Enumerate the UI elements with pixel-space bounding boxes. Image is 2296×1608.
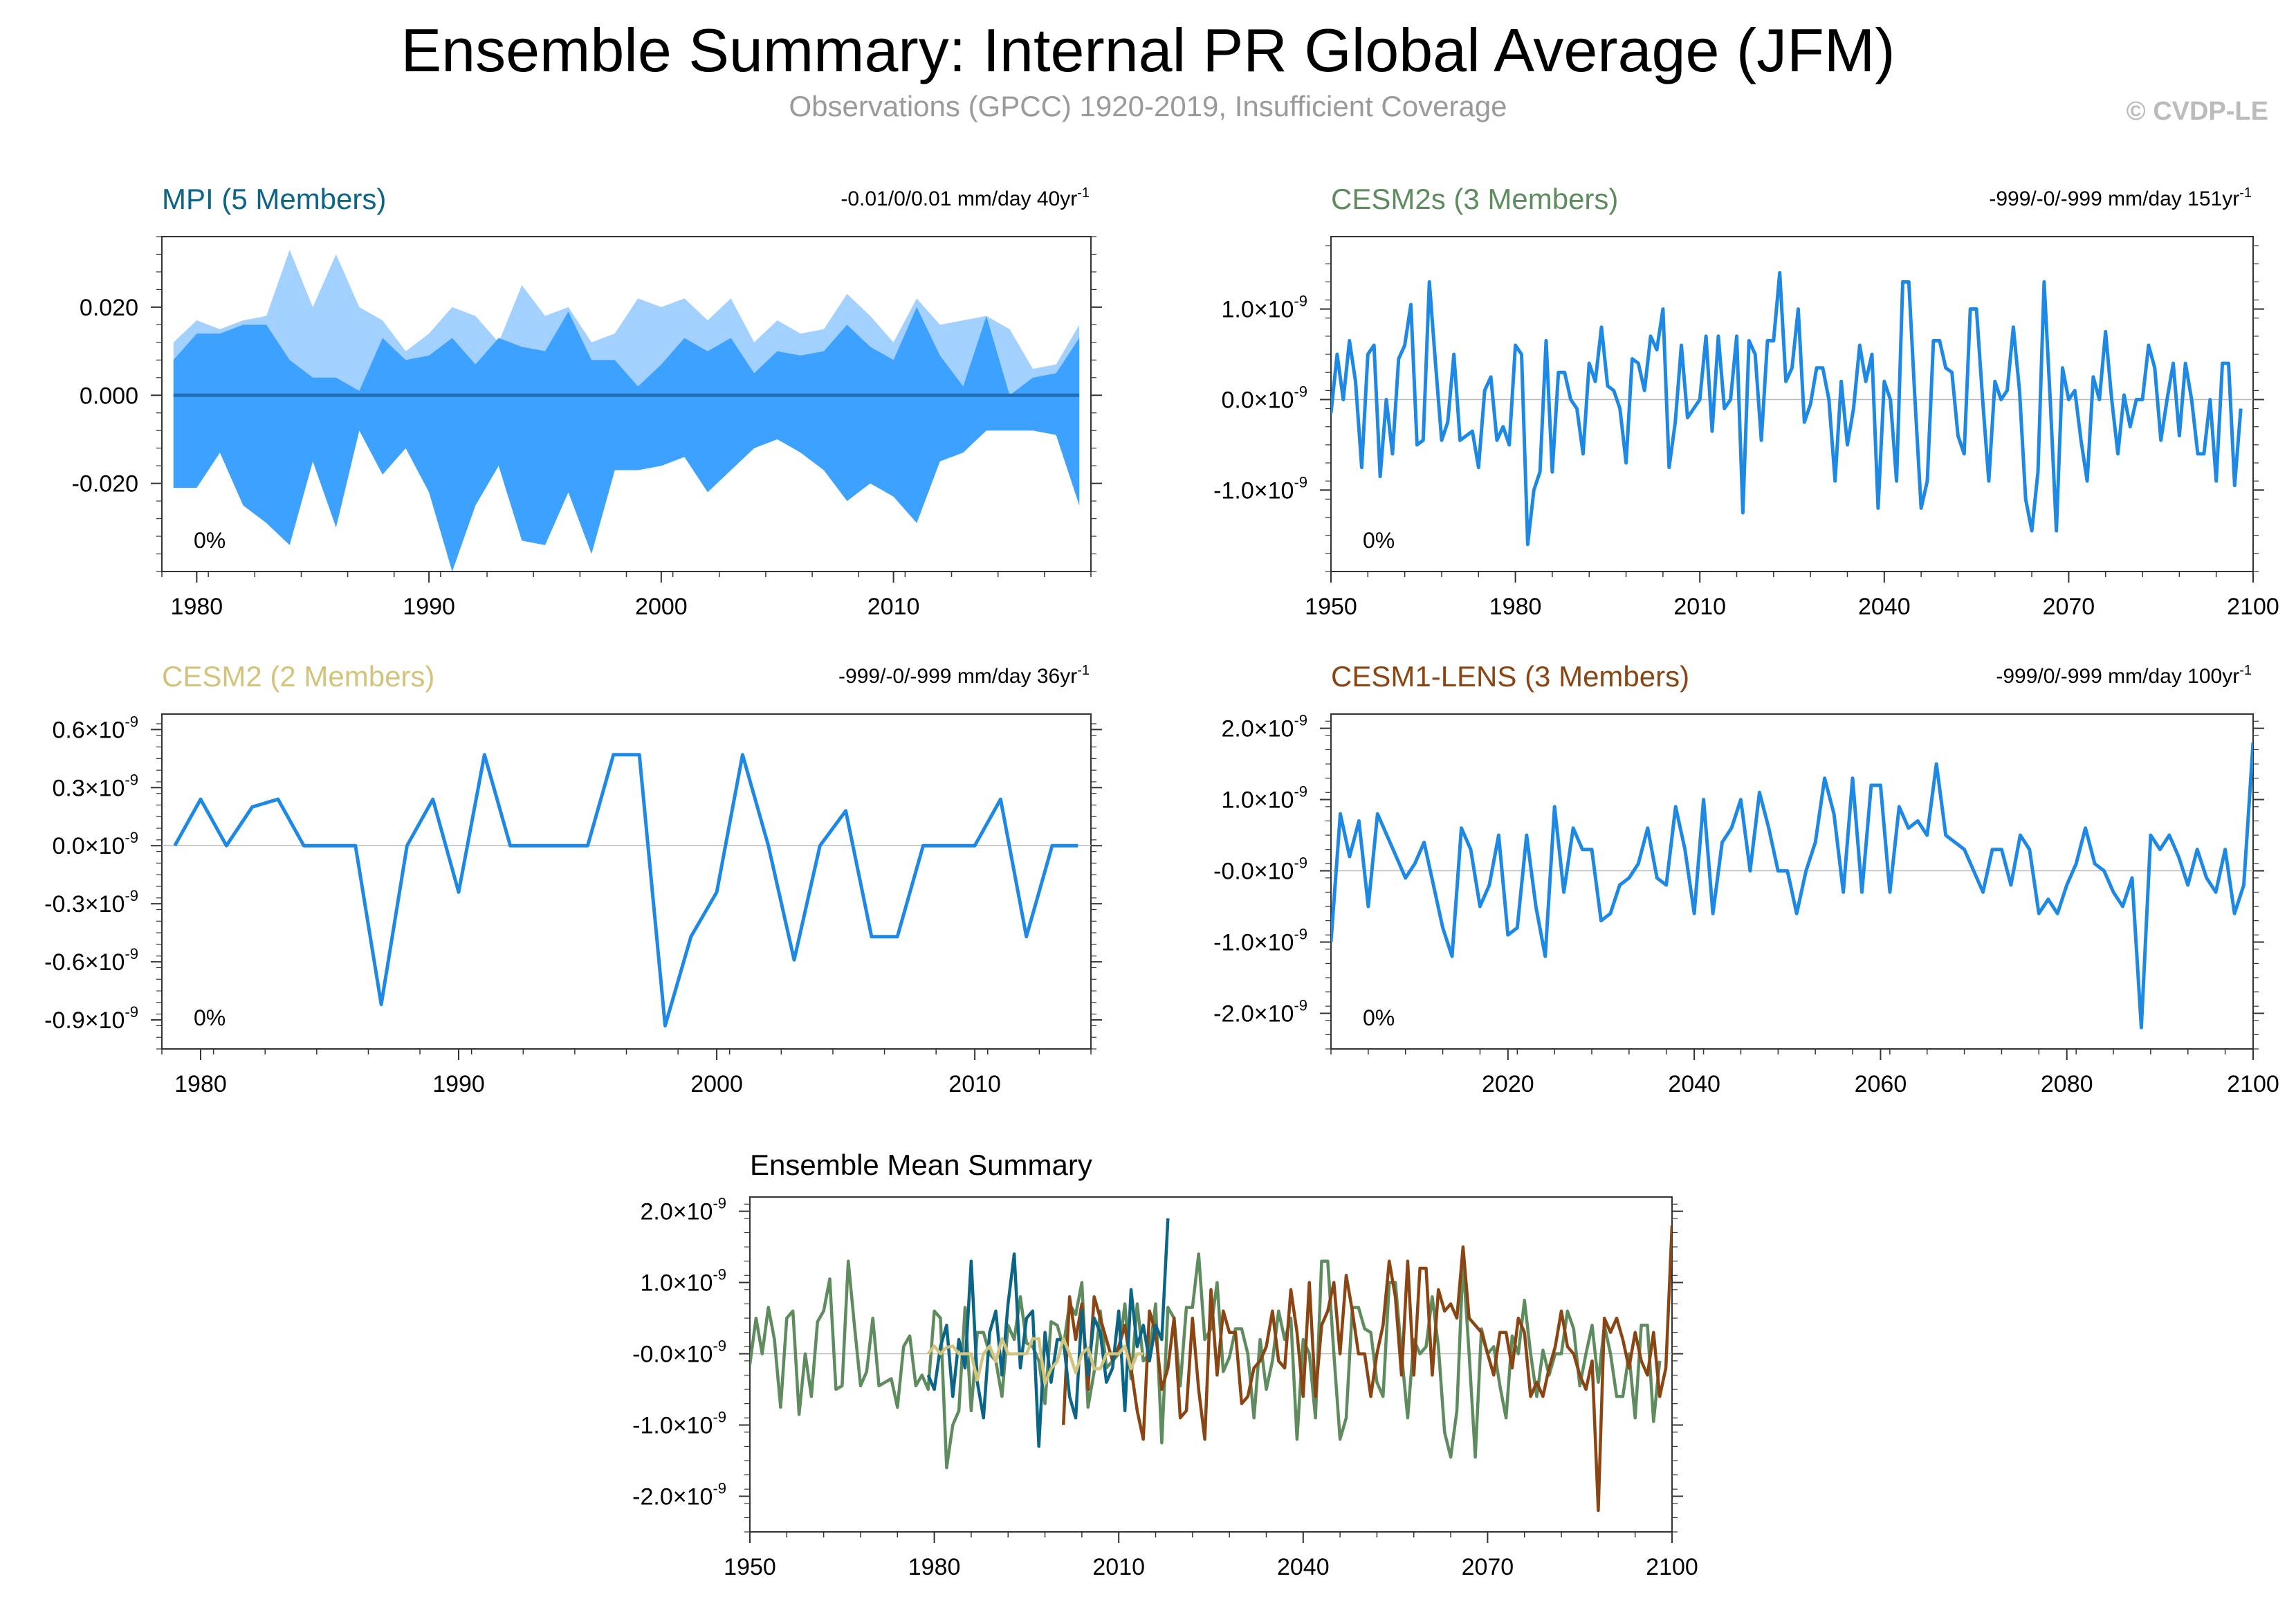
series-line-mpi xyxy=(926,1218,1170,1448)
x-tick-label: 2010 xyxy=(867,594,920,620)
x-tick-label: 2070 xyxy=(2043,594,2095,620)
y-tick-label: 2.0×10-9 xyxy=(640,1195,726,1225)
main-title: Ensemble Summary: Internal PR Global Ave… xyxy=(401,16,1895,84)
x-tick-label: 2100 xyxy=(2227,1071,2279,1097)
x-tick-label: 2000 xyxy=(690,1071,743,1097)
x-tick-label: 1990 xyxy=(432,1071,485,1097)
y-tick-label: 0.3×10-9 xyxy=(52,771,138,801)
x-tick-label: 2080 xyxy=(2041,1071,2093,1097)
x-tick-label: 2040 xyxy=(1858,594,1911,620)
panel-stat: -0.01/0/0.01 mm/day 40yr-1 xyxy=(841,185,1090,210)
y-tick-label: -2.0×10-9 xyxy=(632,1480,726,1510)
y-tick-label: 0.0×10-9 xyxy=(52,829,138,859)
y-tick-label: 2.0×10-9 xyxy=(1221,712,1307,742)
x-tick-label: 1980 xyxy=(171,594,223,620)
y-tick-label: -0.0×10-9 xyxy=(1213,855,1307,885)
panel-cesm1: CESM1-LENS (3 Members) -999/0/-999 mm/day… xyxy=(1213,660,2279,1097)
x-tick-label: 2060 xyxy=(1855,1071,1907,1097)
x-tick-label: 1950 xyxy=(1305,594,1357,620)
y-tick-label: 0.000 xyxy=(80,383,138,409)
panel-cesm2s: CESM2s (3 Members) -999/-0/-999 mm/day 15… xyxy=(1213,183,2279,620)
panel-title: CESM2 (2 Members) xyxy=(162,660,434,693)
panel-stat: -999/-0/-999 mm/day 151yr-1 xyxy=(1989,185,2252,210)
credit-label: © CVDP-LE xyxy=(2126,97,2268,126)
plot-frame xyxy=(1330,713,2254,1050)
y-tick-label: -0.6×10-9 xyxy=(44,945,138,976)
y-tick-label: -1.0×10-9 xyxy=(632,1409,726,1439)
percent-label: 0% xyxy=(1363,528,1395,553)
plot-frame xyxy=(161,713,1092,1050)
y-tick-label: 0.0×10-9 xyxy=(1221,383,1307,413)
x-tick-label: 1990 xyxy=(403,594,455,620)
panel-mean: Ensemble Mean Summary 1950 1980 2010 2040 207… xyxy=(632,1149,1698,1580)
y-tick-label: -0.0×10-9 xyxy=(632,1337,726,1368)
x-tick-label: 1980 xyxy=(908,1554,961,1580)
y-tick-label: -0.020 xyxy=(72,471,138,497)
series-line-cesm2 xyxy=(926,1337,1144,1385)
x-tick-label: 2040 xyxy=(1668,1071,1720,1097)
x-tick-label: 2020 xyxy=(1482,1071,1534,1097)
series-line xyxy=(1331,742,2253,1030)
percent-label: 0% xyxy=(194,1005,226,1030)
x-tick-label: 1980 xyxy=(1489,594,1542,620)
y-tick-label: -0.3×10-9 xyxy=(44,887,138,917)
inner-range-band xyxy=(173,307,1080,572)
panel-stat: -999/-0/-999 mm/day 36yr-1 xyxy=(838,663,1090,688)
y-tick-label: 0.6×10-9 xyxy=(52,713,138,743)
percent-label: 0% xyxy=(1363,1005,1395,1030)
y-tick-label: -1.0×10-9 xyxy=(1213,473,1307,504)
y-tick-label: 1.0×10-9 xyxy=(1221,783,1307,814)
x-tick-label: 2040 xyxy=(1277,1554,1330,1580)
y-tick-label: 0.020 xyxy=(80,295,138,321)
y-tick-label: 1.0×10-9 xyxy=(1221,293,1307,323)
percent-label: 0% xyxy=(194,528,226,553)
x-tick-label: 2000 xyxy=(635,594,688,620)
series-line xyxy=(1331,271,2243,547)
x-tick-label: 1980 xyxy=(174,1071,227,1097)
plot-frame xyxy=(161,236,1092,572)
x-tick-label: 2100 xyxy=(2227,594,2279,620)
series-line-cesm2s xyxy=(750,1252,1662,1470)
x-tick-label: 2010 xyxy=(948,1071,1001,1097)
y-tick-label: -1.0×10-9 xyxy=(1213,926,1307,956)
panel-title: MPI (5 Members) xyxy=(162,183,386,215)
panel-title: CESM1-LENS (3 Members) xyxy=(1331,660,1689,693)
panel-cesm2: CESM2 (2 Members) -999/-0/-999 mm/day 36y… xyxy=(44,660,1102,1097)
series-line-cesm1-lens xyxy=(1061,1225,1672,1513)
y-tick-label: -2.0×10-9 xyxy=(1213,997,1307,1027)
x-tick-label: 2010 xyxy=(1673,594,1726,620)
panel-title: CESM2s (3 Members) xyxy=(1331,183,1618,215)
plot-frame xyxy=(1330,236,2254,572)
panel-mpi: MPI (5 Members) -0.01/0/0.01 mm/day 40yr-… xyxy=(72,183,1102,620)
x-tick-label: 2010 xyxy=(1092,1554,1145,1580)
x-tick-label: 1950 xyxy=(724,1554,776,1580)
y-tick-label: -0.9×10-9 xyxy=(44,1003,138,1034)
panel-stat: -999/0/-999 mm/day 100yr-1 xyxy=(1996,663,2252,688)
x-tick-label: 2100 xyxy=(1646,1554,1698,1580)
y-tick-label: 1.0×10-9 xyxy=(640,1266,726,1297)
x-tick-label: 2070 xyxy=(1462,1554,1514,1580)
panel-title: Ensemble Mean Summary xyxy=(750,1149,1092,1181)
main-subtitle: Observations (GPCC) 1920-2019, Insuffici… xyxy=(789,90,1507,122)
series-line xyxy=(173,753,1078,1027)
